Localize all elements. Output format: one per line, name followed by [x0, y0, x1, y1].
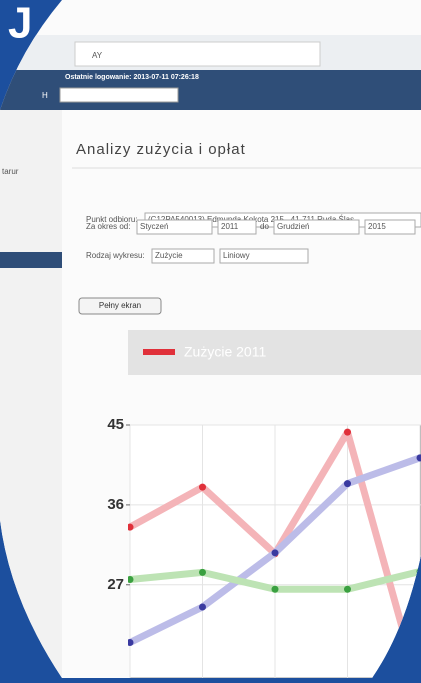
- last-login: Ostatnie logowanie: 2013-07-11 07:26:18: [65, 74, 199, 81]
- nav-select-label: H: [42, 91, 48, 100]
- data-point: [344, 586, 351, 593]
- y-tick-label: 36: [107, 496, 124, 513]
- logo: J: [8, 0, 32, 48]
- to-month: Grudzień: [277, 222, 309, 231]
- to-label: do: [260, 222, 269, 231]
- fullscreen-label: Pełny ekran: [99, 301, 141, 310]
- chart-kind: Zużycie: [155, 251, 183, 260]
- tab[interactable]: [75, 42, 320, 66]
- from-month: Styczeń: [140, 222, 168, 231]
- data-point: [199, 569, 206, 576]
- chart-type-label: Rodzaj wykresu:: [86, 251, 145, 260]
- data-point: [199, 603, 206, 610]
- y-tick-label: 27: [107, 576, 124, 593]
- y-tick-label: 45: [107, 416, 124, 433]
- data-point: [199, 484, 206, 491]
- tab-label: AY: [92, 51, 103, 60]
- chart-style: Liniowy: [223, 251, 250, 260]
- sidebar-item: tarur: [2, 167, 19, 176]
- data-point: [344, 429, 351, 436]
- nav-select[interactable]: [60, 88, 178, 102]
- to-year: 2015: [368, 222, 386, 231]
- legend-swatch: [143, 349, 175, 355]
- page-title: Analizy zużycia i opłat: [76, 141, 246, 158]
- from-year: 2011: [221, 222, 239, 231]
- legend-label: Zużycie 2011: [184, 344, 266, 360]
- data-point: [272, 549, 279, 556]
- period-label: Za okres od:: [86, 222, 130, 231]
- data-point: [272, 586, 279, 593]
- sidebar-active[interactable]: [0, 252, 62, 268]
- data-point: [344, 480, 351, 487]
